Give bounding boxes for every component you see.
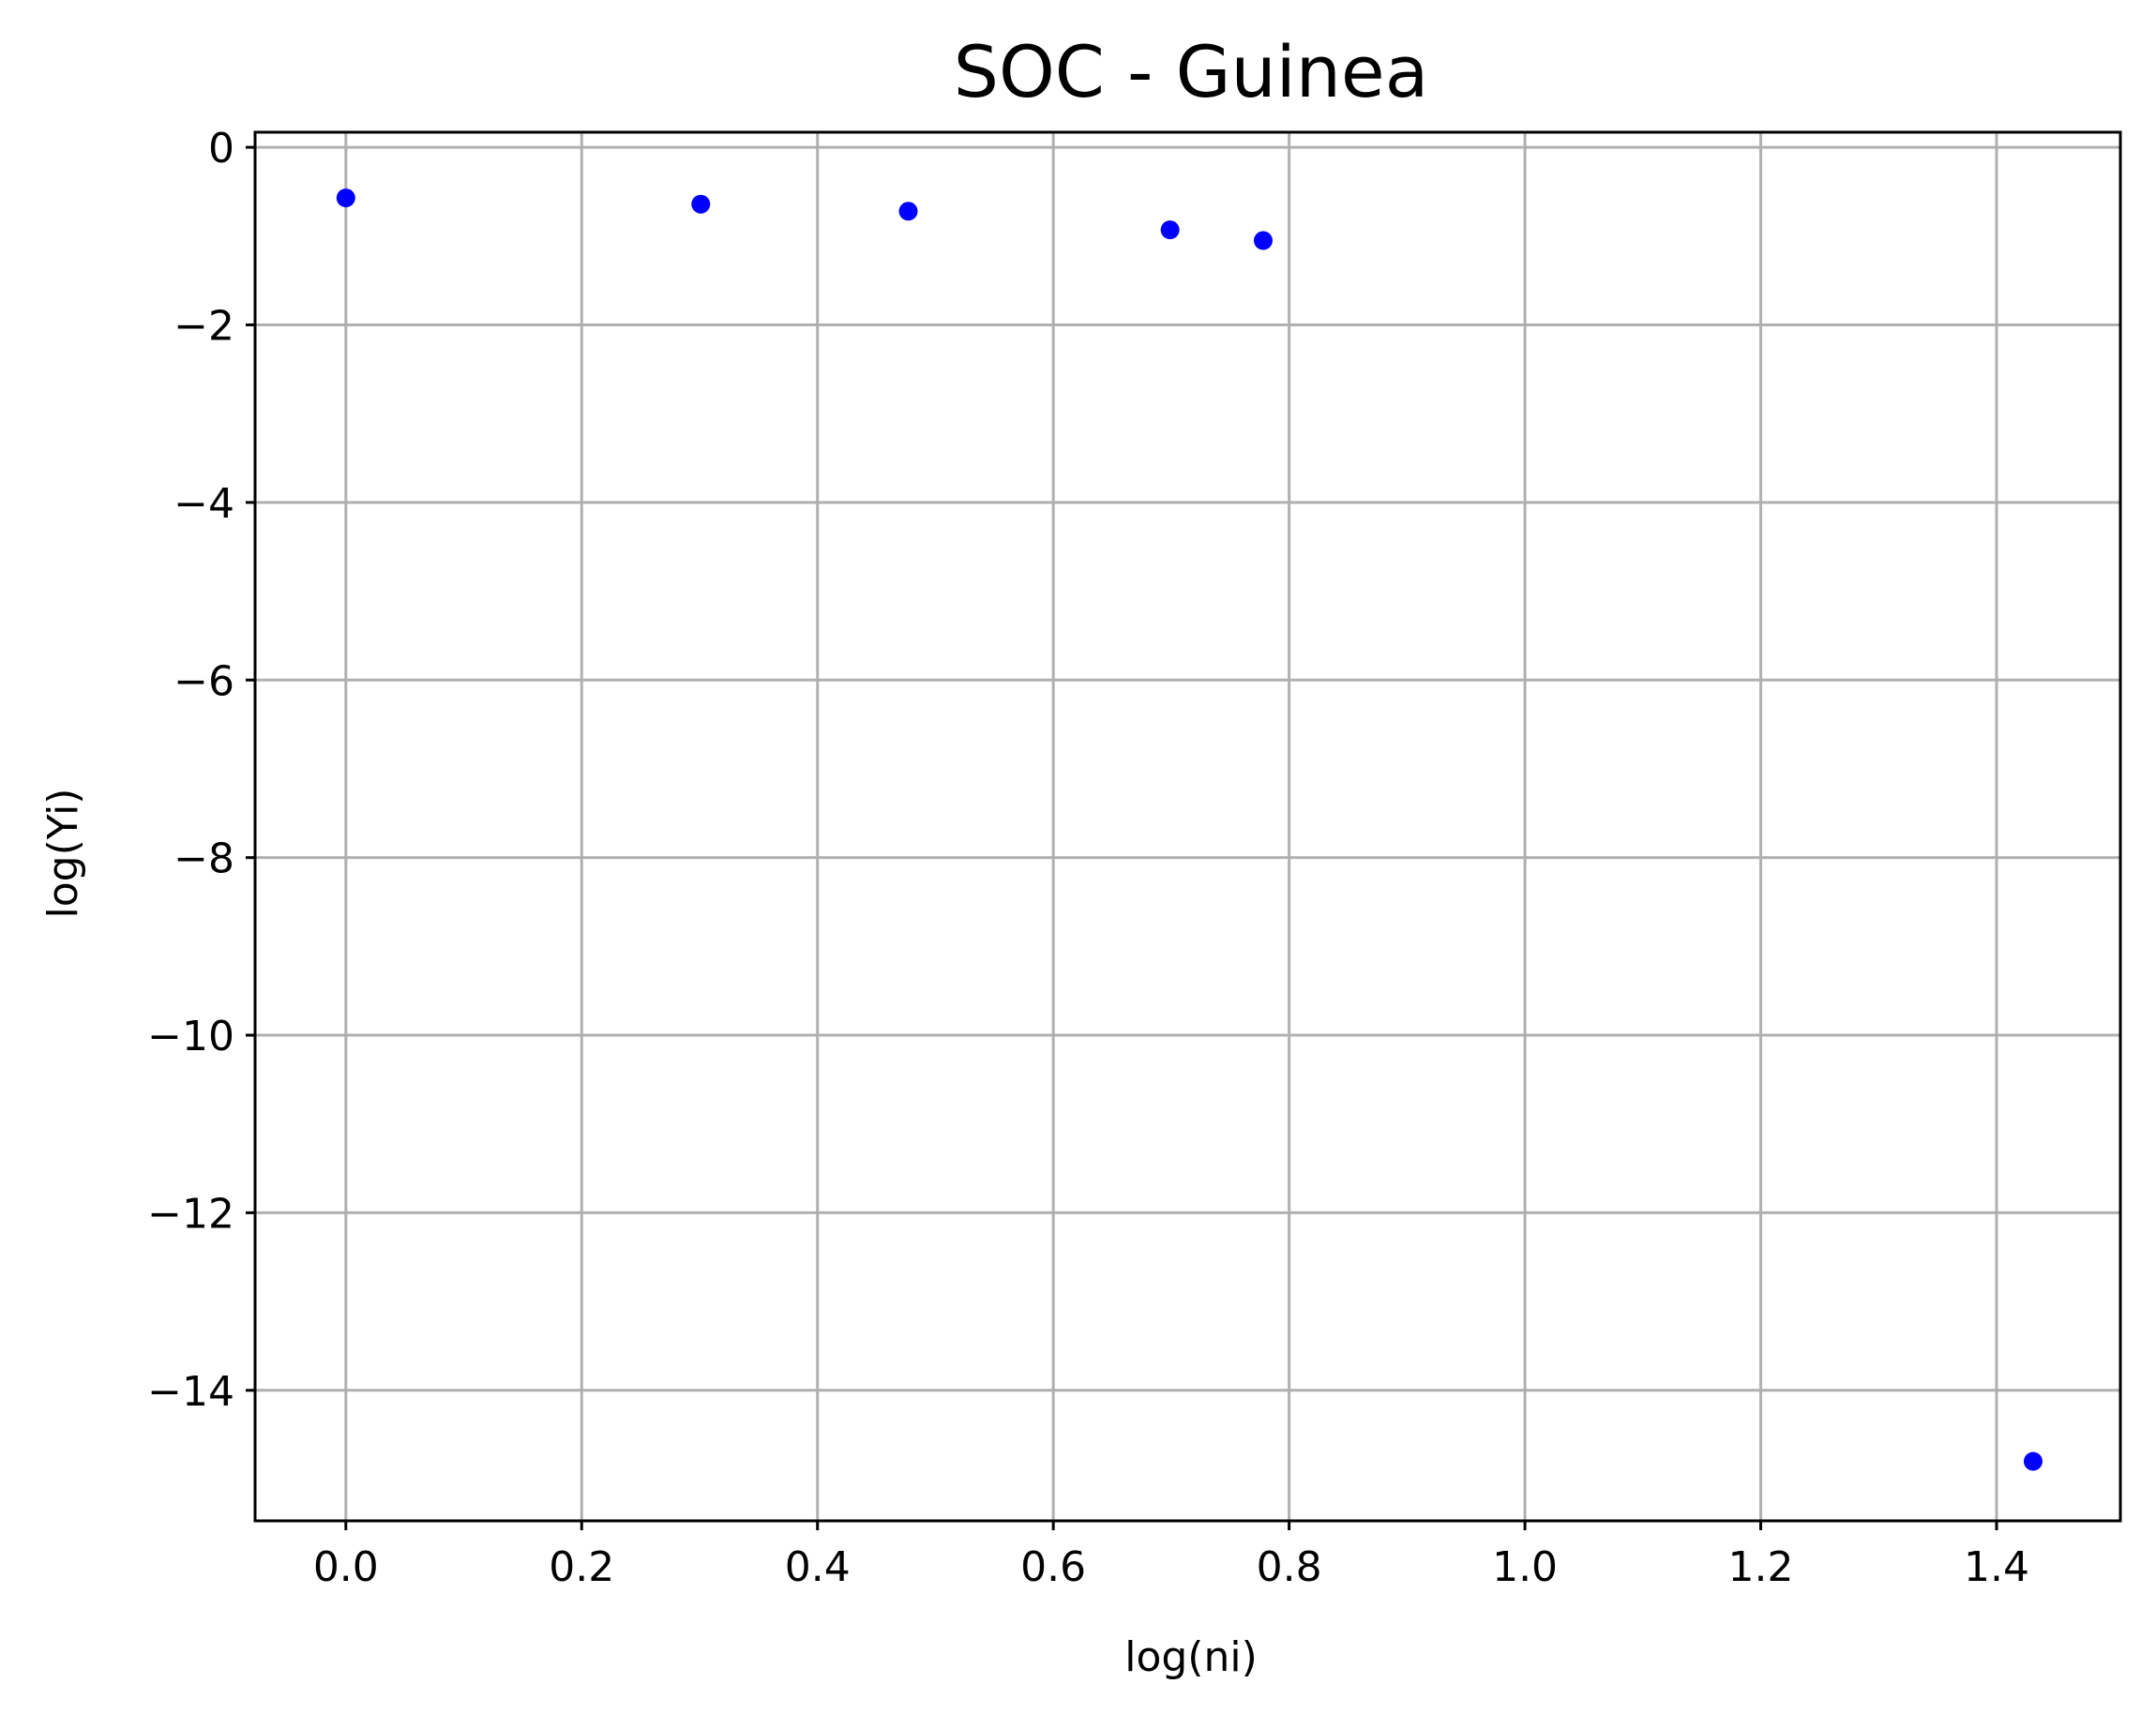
x-tick-label: 0.8 — [1257, 1543, 1322, 1591]
axis-ticks: 0.0 0.2 0.4 0.6 0.8 1.0 1.2 1.4 0 −2 −4 −6 −8 −10 −12 −… — [147, 125, 2029, 1591]
x-tick-label: 1.0 — [1492, 1543, 1558, 1591]
data-point — [691, 194, 711, 214]
x-tick-label: 0.2 — [549, 1543, 614, 1591]
data-point — [898, 202, 918, 221]
x-tick-label: 0.6 — [1020, 1543, 1086, 1591]
data-points — [336, 188, 2043, 1471]
x-tick-label: 0.0 — [313, 1543, 379, 1591]
y-tick-label: −12 — [147, 1190, 234, 1238]
y-tick-label: 0 — [208, 125, 234, 173]
chart-title: SOC - Guinea — [954, 30, 1429, 113]
y-tick-label: −2 — [173, 302, 234, 350]
y-tick-label: −8 — [173, 835, 234, 883]
plot-frame — [253, 130, 2122, 1523]
data-point — [1253, 231, 1273, 250]
y-tick-label: −10 — [147, 1013, 234, 1060]
x-tick-label: 0.4 — [785, 1543, 851, 1591]
x-tick-label: 1.4 — [1964, 1543, 2029, 1591]
y-axis-label: log(Yi) — [39, 789, 87, 919]
y-tick-label: −14 — [147, 1368, 234, 1416]
y-tick-label: −4 — [173, 480, 234, 528]
x-axis-label: log(ni) — [1124, 1633, 1258, 1681]
grid — [255, 132, 2120, 1521]
data-point — [2023, 1451, 2043, 1471]
y-tick-label: −6 — [173, 657, 234, 705]
data-point — [336, 188, 355, 208]
data-point — [1160, 220, 1180, 240]
x-tick-label: 1.2 — [1728, 1543, 1794, 1591]
